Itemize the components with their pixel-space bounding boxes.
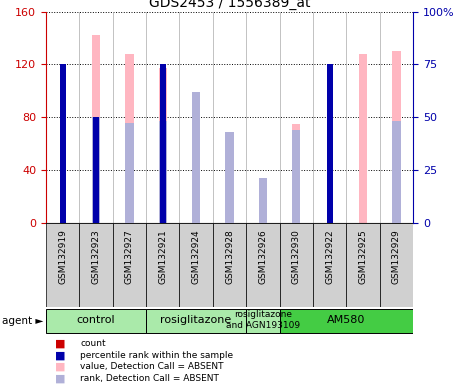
Bar <box>46 223 79 307</box>
Bar <box>46 309 146 333</box>
Text: GSM132923: GSM132923 <box>91 230 101 284</box>
Text: GSM132922: GSM132922 <box>325 230 334 284</box>
Bar <box>160 64 166 223</box>
Bar <box>259 178 267 223</box>
Text: GSM132928: GSM132928 <box>225 230 234 284</box>
Bar <box>92 117 100 223</box>
Bar <box>79 223 112 307</box>
Bar <box>192 106 200 223</box>
Text: AM580: AM580 <box>327 315 365 325</box>
Bar <box>60 64 66 223</box>
Text: agent ►: agent ► <box>2 316 44 326</box>
Bar <box>313 223 347 307</box>
Bar <box>179 223 213 307</box>
Text: rosiglitazone
and AGN193109: rosiglitazone and AGN193109 <box>226 310 300 330</box>
Text: GSM132919: GSM132919 <box>58 230 67 285</box>
Bar <box>280 223 313 307</box>
Bar <box>93 117 99 223</box>
Text: percentile rank within the sample: percentile rank within the sample <box>80 351 234 360</box>
Bar <box>380 223 413 307</box>
Text: control: control <box>77 315 115 325</box>
Bar <box>112 223 146 307</box>
Text: GSM132921: GSM132921 <box>158 230 167 284</box>
Bar <box>259 194 267 223</box>
Bar <box>292 130 301 223</box>
Bar <box>392 121 401 223</box>
Bar <box>125 123 134 223</box>
Text: ■: ■ <box>55 373 66 383</box>
Text: rank, Detection Call = ABSENT: rank, Detection Call = ABSENT <box>80 374 219 383</box>
Bar <box>392 51 401 223</box>
Bar <box>125 54 134 223</box>
Text: GSM132930: GSM132930 <box>292 230 301 285</box>
Bar <box>225 133 234 223</box>
Text: value, Detection Call = ABSENT: value, Detection Call = ABSENT <box>80 362 224 371</box>
Bar <box>327 64 333 223</box>
Bar <box>158 121 167 223</box>
Text: GSM132927: GSM132927 <box>125 230 134 284</box>
Title: GDS2453 / 1556389_at: GDS2453 / 1556389_at <box>149 0 310 10</box>
Bar <box>246 223 280 307</box>
Text: GSM132925: GSM132925 <box>358 230 368 284</box>
Text: count: count <box>80 339 106 348</box>
Text: GSM132926: GSM132926 <box>258 230 268 284</box>
Bar <box>225 132 234 223</box>
Bar <box>246 309 280 333</box>
Bar <box>213 223 246 307</box>
Text: GSM132924: GSM132924 <box>191 230 201 284</box>
Bar <box>92 35 100 223</box>
Text: ■: ■ <box>55 362 66 372</box>
Bar <box>347 223 380 307</box>
Bar <box>327 75 333 223</box>
Text: GSM132929: GSM132929 <box>392 230 401 284</box>
Bar <box>280 309 413 333</box>
Text: rosiglitazone: rosiglitazone <box>161 315 232 325</box>
Bar <box>60 71 66 223</box>
Bar <box>158 68 167 223</box>
Bar <box>146 309 246 333</box>
Text: ■: ■ <box>55 350 66 360</box>
Bar <box>292 124 301 223</box>
Text: ■: ■ <box>55 339 66 349</box>
Bar <box>146 223 179 307</box>
Bar <box>192 92 200 223</box>
Bar <box>359 54 367 223</box>
